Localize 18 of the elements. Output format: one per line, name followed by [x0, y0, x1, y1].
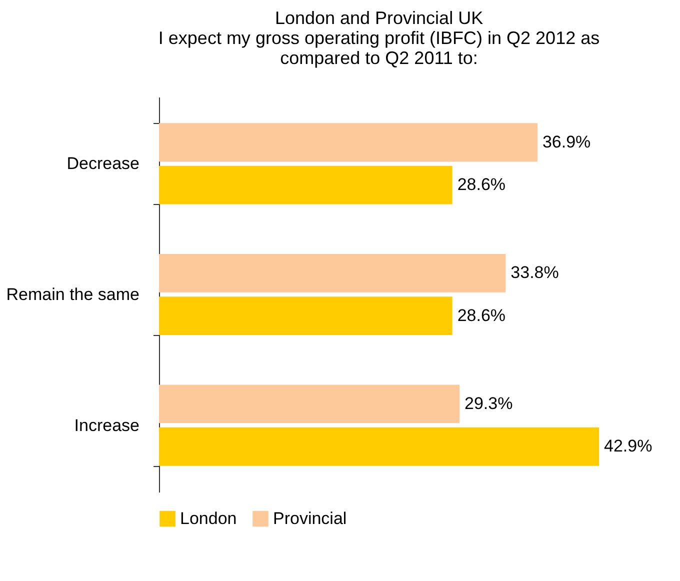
bar	[159, 166, 452, 204]
y-tick-label: Decrease	[66, 154, 140, 174]
legend-label: Provincial	[273, 508, 347, 528]
data-label: 28.6%	[457, 175, 506, 194]
y-tick-label: Remain the same	[6, 285, 140, 304]
data-label: 29.3%	[464, 394, 513, 413]
bar	[159, 427, 599, 466]
bar	[159, 254, 506, 292]
bar	[159, 123, 538, 162]
data-label: 33.8%	[510, 263, 559, 282]
data-label: 28.6%	[457, 306, 506, 325]
chart-title: London and Provincial UK I expect my gross operating profit (IBFC) in Q2 2012 as compared to Q2 2011 to:	[158, 8, 600, 68]
data-label: 42.9%	[604, 436, 652, 456]
data-label: 36.9%	[542, 132, 591, 152]
bar	[159, 384, 460, 424]
y-tick-label: Increase	[74, 416, 140, 435]
legend-label: London	[180, 508, 237, 528]
bar	[159, 296, 452, 336]
